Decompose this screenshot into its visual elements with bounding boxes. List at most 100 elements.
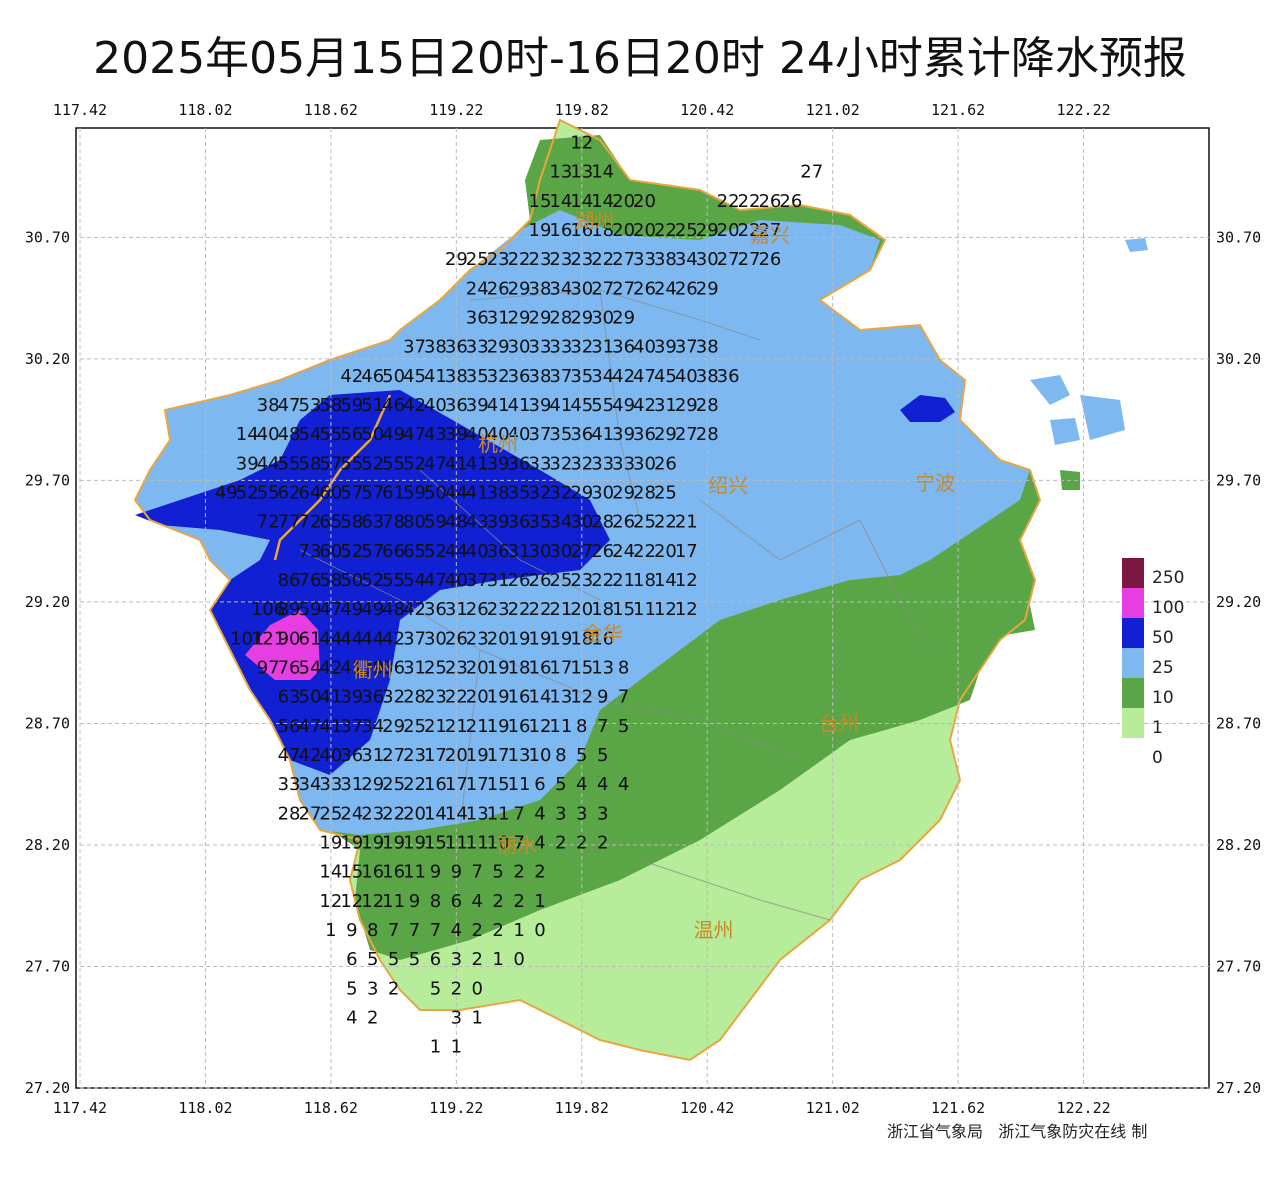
city-label: 丽水 xyxy=(497,833,537,857)
precip-value: 30 xyxy=(591,483,614,504)
precip-value: 18 xyxy=(591,220,614,241)
precip-value: 28 xyxy=(696,424,719,445)
precip-value: 39 xyxy=(654,337,677,358)
precip-value: 21 xyxy=(445,716,468,737)
precip-value: 42 xyxy=(319,658,342,679)
precip-value: 45 xyxy=(654,366,677,387)
precip-value: 24 xyxy=(340,803,363,824)
lat-tick-right: 30.20 xyxy=(1216,350,1261,368)
precip-value: 50 xyxy=(424,483,447,504)
precip-value: 32 xyxy=(549,453,572,474)
precip-value: 59 xyxy=(340,395,363,416)
precip-value: 23 xyxy=(529,249,552,270)
precip-value: 28 xyxy=(633,483,656,504)
legend-swatch xyxy=(1122,678,1144,708)
precip-value: 47 xyxy=(633,366,656,387)
precip-value: 19 xyxy=(382,833,405,854)
precip-value: 33 xyxy=(466,337,489,358)
precip-value: 20 xyxy=(403,803,426,824)
precip-value: 55 xyxy=(257,483,280,504)
precip-value: 31 xyxy=(591,337,614,358)
precip-value: 36 xyxy=(445,395,468,416)
precip-value: 29 xyxy=(570,308,593,329)
precip-value: 72 xyxy=(299,512,322,533)
precip-value: 11 xyxy=(466,833,489,854)
legend-label: 250 xyxy=(1152,568,1184,588)
lat-tick-right: 27.70 xyxy=(1216,957,1261,975)
precip-value: 4 xyxy=(534,803,545,824)
precip-value: 40 xyxy=(319,745,342,766)
precip-value: 18 xyxy=(633,570,656,591)
precip-value: 52 xyxy=(361,453,384,474)
precip-value: 29 xyxy=(612,483,635,504)
precip-value: 34 xyxy=(549,278,572,299)
precip-value: 26 xyxy=(779,191,802,212)
precip-value: 32 xyxy=(549,483,572,504)
precip-value: 32 xyxy=(570,453,593,474)
precip-value: 42 xyxy=(612,366,635,387)
legend-swatch xyxy=(1122,618,1144,648)
precip-value: 13 xyxy=(549,687,572,708)
precip-value: 76 xyxy=(278,658,301,679)
precip-value: 60 xyxy=(319,483,342,504)
precip-value: 18 xyxy=(508,658,531,679)
precip-value: 40 xyxy=(675,366,698,387)
precip-value: 31 xyxy=(654,395,677,416)
precip-value: 57 xyxy=(340,483,363,504)
precip-value: 35 xyxy=(529,512,552,533)
precip-value: 30 xyxy=(508,337,531,358)
lon-tick-top: 119.82 xyxy=(555,101,609,119)
precip-value: 65 xyxy=(403,541,426,562)
precip-value: 50 xyxy=(299,687,322,708)
precip-value: 50 xyxy=(361,424,384,445)
precip-value: 121 xyxy=(251,628,285,649)
precip-value: 16 xyxy=(508,716,531,737)
precip-value: 38 xyxy=(529,278,552,299)
precip-value: 16 xyxy=(591,628,614,649)
precip-value: 25 xyxy=(675,220,698,241)
precip-value: 30 xyxy=(529,541,552,562)
precip-value: 40 xyxy=(257,424,280,445)
precip-value: 47 xyxy=(403,424,426,445)
precip-value: 16 xyxy=(549,220,572,241)
lat-tick-right: 29.20 xyxy=(1216,593,1261,611)
precip-value: 22 xyxy=(591,249,614,270)
precip-value: 39 xyxy=(236,453,259,474)
precip-value: 20 xyxy=(612,220,635,241)
precip-value: 57 xyxy=(361,483,384,504)
lon-tick-bottom: 122.22 xyxy=(1056,1099,1110,1117)
precip-value: 7 xyxy=(513,803,524,824)
precip-value: 22 xyxy=(738,191,761,212)
precip-value: 29 xyxy=(508,308,531,329)
precip-value: 39 xyxy=(529,395,552,416)
precip-value: 17 xyxy=(445,774,468,795)
precip-value: 14 xyxy=(424,803,447,824)
precip-value: 25 xyxy=(654,483,677,504)
precip-value: 29 xyxy=(696,278,719,299)
precip-value: 33 xyxy=(278,774,301,795)
precip-value: 29 xyxy=(445,249,468,270)
precip-value: 28 xyxy=(549,308,572,329)
map-title: 2025年05月15日20时-16日20时 24小时累计降水预报 xyxy=(93,33,1187,84)
precip-value: 56 xyxy=(278,716,301,737)
precip-value: 31 xyxy=(487,308,510,329)
precip-value: 2 xyxy=(451,978,462,999)
precip-value: 14 xyxy=(570,191,593,212)
precip-value: 41 xyxy=(319,687,342,708)
precip-value: 3 xyxy=(555,803,566,824)
lat-tick-left: 28.20 xyxy=(25,836,70,854)
precip-value: 44 xyxy=(340,628,363,649)
precip-value: 52 xyxy=(424,541,447,562)
precip-value: 36 xyxy=(445,337,468,358)
precip-value: 9 xyxy=(597,687,608,708)
precip-value: 28 xyxy=(403,687,426,708)
precip-value: 52 xyxy=(340,541,363,562)
precip-value: 44 xyxy=(445,541,468,562)
precip-value: 29 xyxy=(675,395,698,416)
precip-value: 29 xyxy=(361,774,384,795)
precip-value: 11 xyxy=(382,891,405,912)
precip-value: 16 xyxy=(424,774,447,795)
precip-value: 7 xyxy=(597,716,608,737)
precip-value: 5 xyxy=(346,978,357,999)
gridlines xyxy=(79,128,1209,1089)
